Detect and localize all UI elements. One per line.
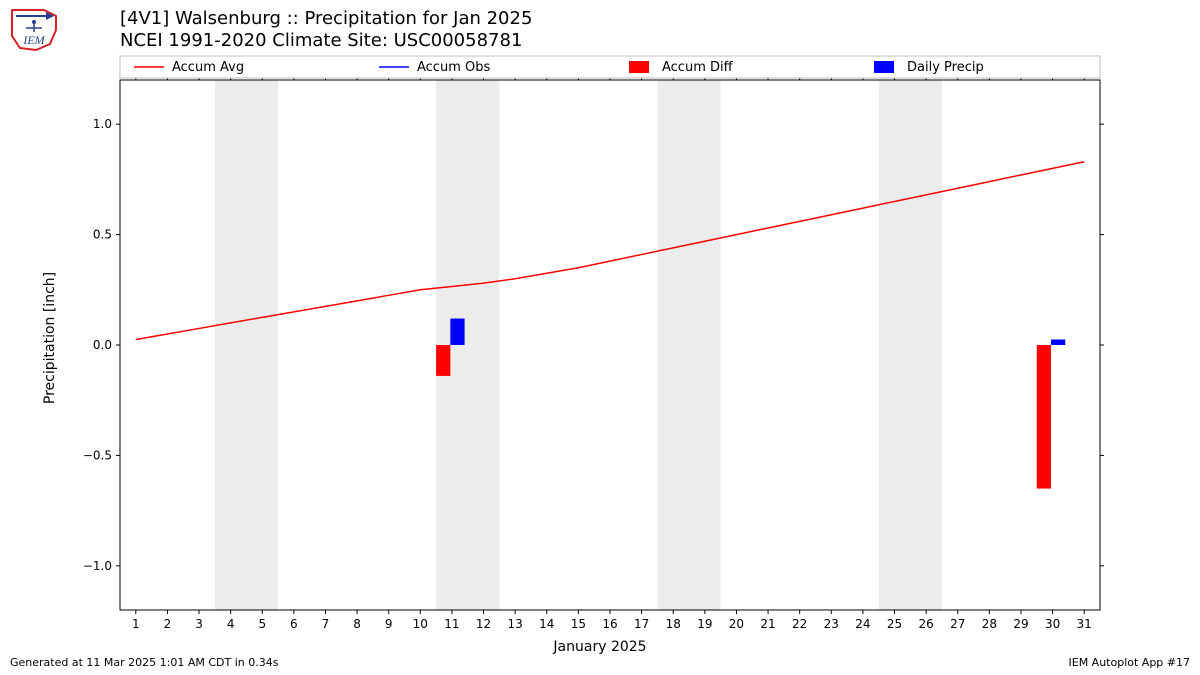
xtick-label: 1 xyxy=(132,617,140,631)
iem-logo: IEM xyxy=(6,6,62,52)
footer-right: IEM Autoplot App #17 xyxy=(1069,656,1191,669)
plot-svg: −1.0−0.50.00.51.012345678910111213141516… xyxy=(0,0,1200,675)
xtick-label: 27 xyxy=(950,617,965,631)
title-line2: NCEI 1991-2020 Climate Site: USC00058781 xyxy=(120,30,522,51)
ytick-label: 1.0 xyxy=(93,117,112,131)
xtick-label: 24 xyxy=(855,617,870,631)
xtick-label: 10 xyxy=(413,617,428,631)
xtick-label: 3 xyxy=(195,617,203,631)
xtick-label: 7 xyxy=(322,617,330,631)
ytick-label: 0.5 xyxy=(93,228,112,242)
xtick-label: 6 xyxy=(290,617,298,631)
xtick-label: 5 xyxy=(258,617,266,631)
bar xyxy=(1051,339,1065,345)
xtick-label: 16 xyxy=(602,617,617,631)
xtick-label: 15 xyxy=(571,617,586,631)
legend-swatch-patch xyxy=(874,61,894,73)
xtick-label: 12 xyxy=(476,617,491,631)
xtick-label: 2 xyxy=(164,617,172,631)
legend-swatch-patch xyxy=(629,61,649,73)
xtick-label: 31 xyxy=(1077,617,1092,631)
xtick-label: 14 xyxy=(539,617,554,631)
y-axis-label: Precipitation [inch] xyxy=(42,271,58,403)
title-line1: [4V1] Walsenburg :: Precipitation for Ja… xyxy=(120,8,532,29)
chart-root: IEM [4V1] Walsenburg :: Precipitation fo… xyxy=(0,0,1200,675)
xtick-label: 13 xyxy=(508,617,523,631)
weekend-band xyxy=(215,80,278,610)
xtick-label: 8 xyxy=(353,617,361,631)
xtick-label: 4 xyxy=(227,617,235,631)
legend-label: Accum Obs xyxy=(417,60,490,75)
legend-label: Daily Precip xyxy=(907,60,984,75)
xtick-label: 19 xyxy=(697,617,712,631)
xtick-label: 21 xyxy=(760,617,775,631)
bar xyxy=(450,319,464,346)
bar xyxy=(1037,345,1051,489)
xtick-label: 26 xyxy=(918,617,933,631)
legend-label: Accum Diff xyxy=(662,60,734,75)
xtick-label: 18 xyxy=(666,617,681,631)
xtick-label: 23 xyxy=(824,617,839,631)
xtick-label: 11 xyxy=(444,617,459,631)
weekend-band xyxy=(657,80,720,610)
xtick-label: 28 xyxy=(982,617,997,631)
xtick-label: 25 xyxy=(887,617,902,631)
x-axis-label: January 2025 xyxy=(553,639,646,655)
xtick-label: 17 xyxy=(634,617,649,631)
bar xyxy=(436,345,450,376)
xtick-label: 29 xyxy=(1013,617,1028,631)
logo-text: IEM xyxy=(22,33,45,47)
ytick-label: −1.0 xyxy=(83,559,112,573)
legend-label: Accum Avg xyxy=(172,60,244,75)
xtick-label: 9 xyxy=(385,617,393,631)
xtick-label: 30 xyxy=(1045,617,1060,631)
xtick-label: 20 xyxy=(729,617,744,631)
xtick-label: 22 xyxy=(792,617,807,631)
weekend-band xyxy=(879,80,942,610)
ytick-label: −0.5 xyxy=(83,448,112,462)
ytick-label: 0.0 xyxy=(93,338,112,352)
footer-left: Generated at 11 Mar 2025 1:01 AM CDT in … xyxy=(10,656,278,669)
